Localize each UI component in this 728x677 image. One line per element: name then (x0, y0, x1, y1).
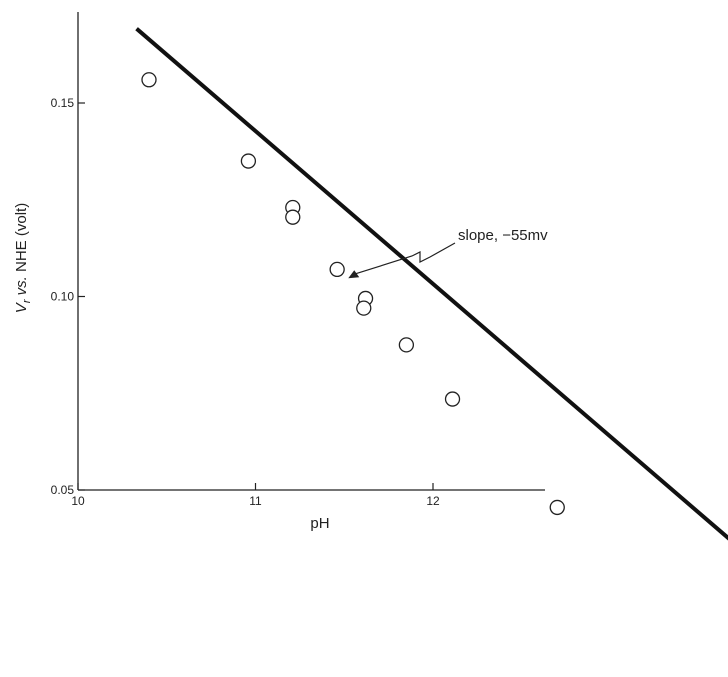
slope-annotation: slope, −55mv (348, 227, 548, 279)
annotation-text: slope, −55mv (458, 227, 548, 244)
x-tick-label: 10 (71, 494, 85, 508)
y-axis-label-main: V (13, 301, 30, 313)
data-point (356, 300, 372, 316)
y-axis-label-sub: r (21, 298, 33, 303)
data-point (549, 499, 565, 516)
x-axis-label: pH (310, 515, 329, 532)
y-tick-label: 0.15 (51, 96, 75, 110)
data-point (329, 261, 345, 278)
data-point (444, 391, 461, 407)
y-axis-label: Vr vs. NHE (volt) (13, 203, 33, 313)
y-axis-label-rest: NHE (volt) (13, 203, 30, 272)
data-point (240, 153, 257, 169)
y-axis-label-vs: vs. (13, 276, 30, 295)
annotation-leader (354, 242, 456, 275)
data-point (398, 337, 415, 353)
y-tick-label: 0.10 (51, 290, 75, 304)
axes: 10 11 12 0.05 0.10 0.15 (51, 12, 545, 508)
x-tick-label: 11 (249, 494, 262, 508)
data-point (285, 209, 301, 225)
fit-line (135, 27, 728, 541)
x-tick-label: 12 (426, 494, 440, 508)
annotation-arrowhead (348, 270, 360, 279)
y-tick-label: 0.05 (51, 483, 75, 497)
data-point (141, 72, 157, 88)
